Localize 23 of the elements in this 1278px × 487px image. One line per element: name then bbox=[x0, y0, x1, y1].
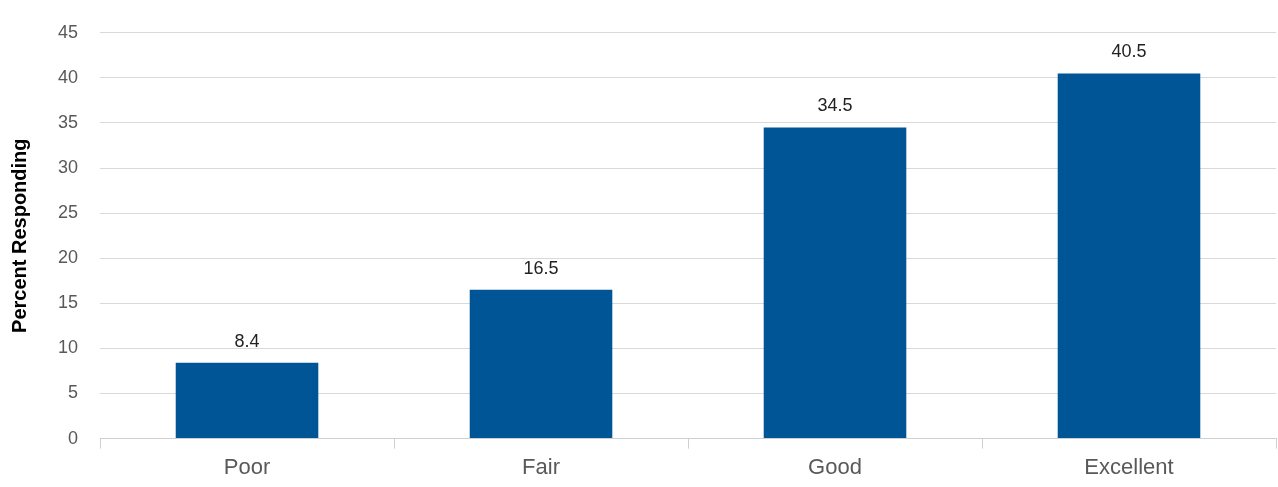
data-label: 40.5 bbox=[1111, 41, 1147, 62]
data-label: 34.5 bbox=[817, 95, 853, 116]
bar bbox=[1057, 73, 1201, 439]
y-tick-label: 20 bbox=[57, 247, 79, 268]
y-tick-label: 35 bbox=[57, 111, 79, 132]
y-tick-label: 5 bbox=[68, 382, 79, 403]
bar bbox=[469, 289, 613, 439]
y-tick-label: 0 bbox=[68, 427, 79, 448]
x-tick-label: Excellent bbox=[1084, 453, 1174, 479]
data-label: 8.4 bbox=[234, 330, 260, 351]
y-tick-label: 25 bbox=[57, 202, 79, 223]
data-label: 16.5 bbox=[523, 257, 559, 278]
x-tick-label: Fair bbox=[522, 453, 560, 479]
y-tick-label: 30 bbox=[57, 157, 79, 178]
y-tick-label: 40 bbox=[57, 66, 79, 87]
y-axis-title: Percent Responding bbox=[7, 138, 30, 333]
x-tick-label: Poor bbox=[223, 453, 271, 479]
bar bbox=[175, 362, 319, 439]
y-tick-label: 15 bbox=[57, 292, 79, 313]
y-tick-label: 10 bbox=[57, 337, 79, 358]
y-tick-label: 45 bbox=[57, 21, 79, 42]
x-tick-label: Good bbox=[808, 453, 862, 479]
bar bbox=[763, 127, 907, 439]
